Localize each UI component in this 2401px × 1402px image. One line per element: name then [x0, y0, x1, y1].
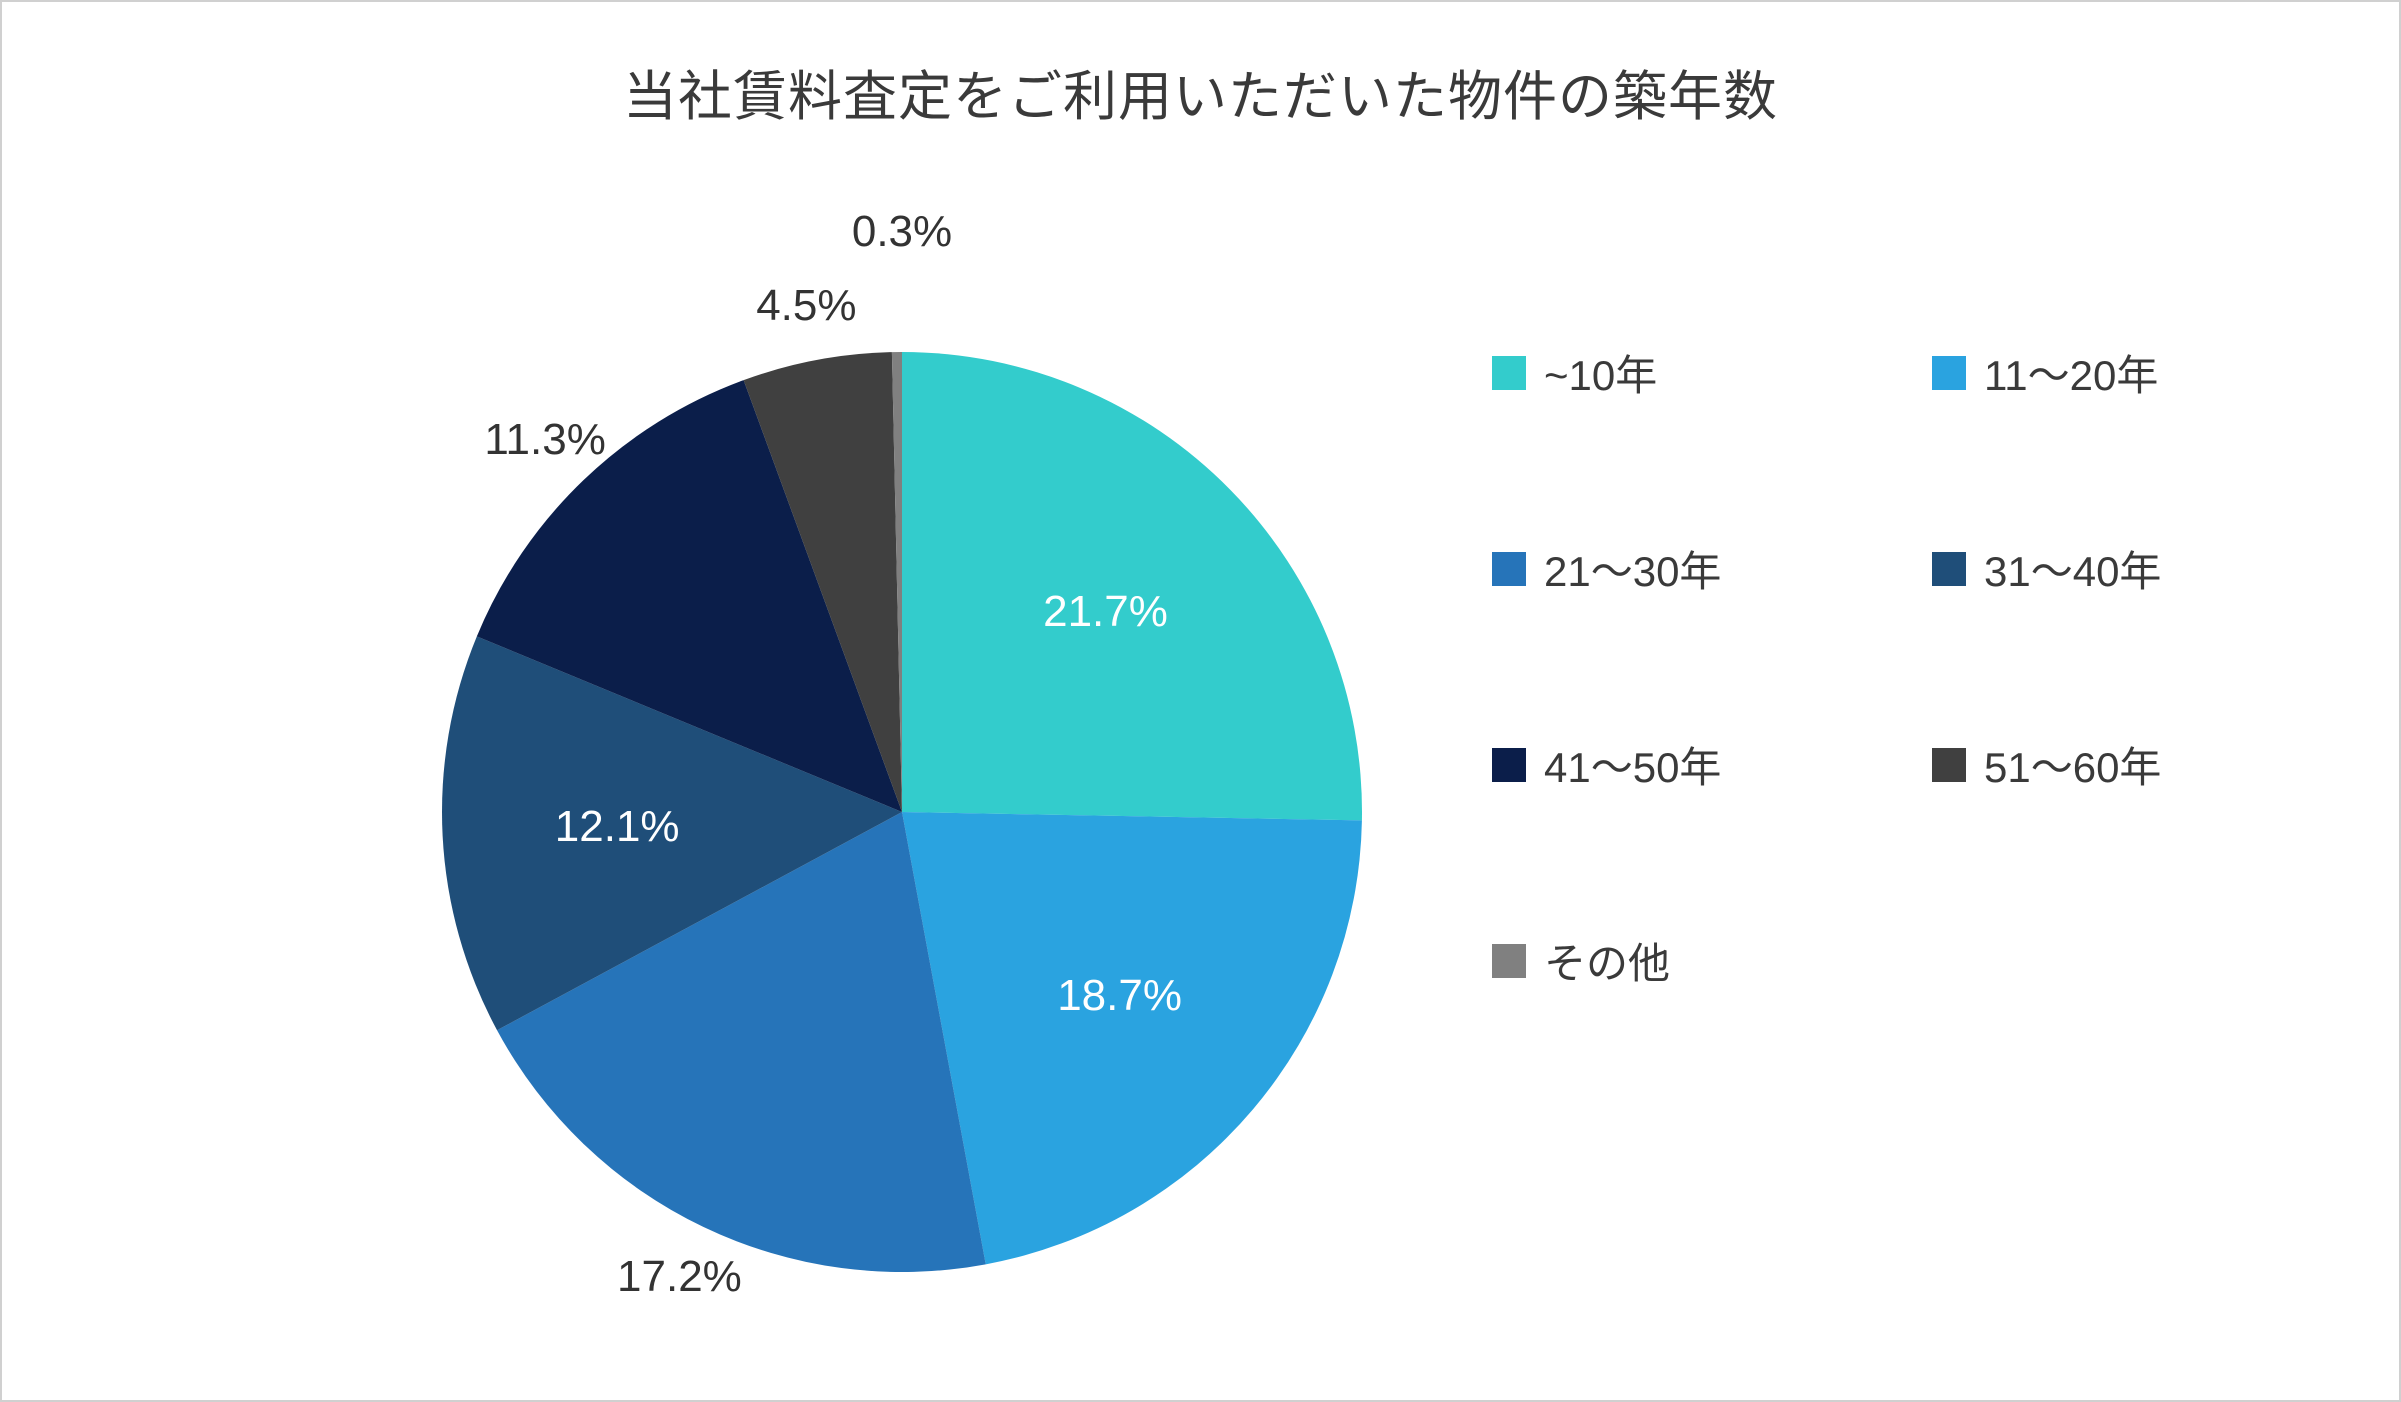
legend-label: ~10年 [1544, 342, 1657, 403]
legend-item: 41～50年 [1492, 734, 1872, 795]
legend-swatch [1492, 944, 1526, 978]
slice-label: 4.5% [756, 281, 856, 331]
legend-item: 31～40年 [1932, 538, 2312, 599]
legend-swatch [1492, 552, 1526, 586]
legend-item: 21～30年 [1492, 538, 1872, 599]
slice-label: 0.3% [852, 207, 952, 257]
legend: ~10年 11～20年 21～30年 31～40年 41～50年 51～60年その他 [1492, 342, 2312, 991]
legend-label: 51～60年 [1984, 734, 2161, 795]
slice-label: 21.7% [1043, 587, 1168, 637]
pie-chart: 21.7%18.7%17.2%12.1%11.3%4.5%0.3% [422, 332, 1382, 1292]
legend-label: 31～40年 [1984, 538, 2161, 599]
legend-label: 21～30年 [1544, 538, 1721, 599]
legend-item: ~10年 [1492, 342, 1872, 403]
legend-swatch [1492, 748, 1526, 782]
chart-title: 当社賃料査定をご利用いただいた物件の築年数 [2, 52, 2399, 131]
legend-label: 41～50年 [1544, 734, 1721, 795]
slice-label: 11.3% [484, 415, 606, 465]
legend-swatch [1932, 552, 1966, 586]
slice-label: 18.7% [1057, 971, 1182, 1021]
slice-label: 17.2% [617, 1252, 742, 1302]
legend-item: 11～20年 [1932, 342, 2312, 403]
legend-swatch [1932, 356, 1966, 390]
legend-swatch [1492, 356, 1526, 390]
slice-label: 12.1% [555, 802, 680, 852]
legend-item: 51～60年 [1932, 734, 2312, 795]
legend-item: その他 [1492, 930, 1872, 991]
legend-label: 11～20年 [1984, 342, 2158, 403]
chart-frame: 当社賃料査定をご利用いただいた物件の築年数 21.7% 18.7% 17.2% 12.… [0, 0, 2401, 1402]
legend-label: その他 [1544, 930, 1670, 991]
legend-swatch [1932, 748, 1966, 782]
